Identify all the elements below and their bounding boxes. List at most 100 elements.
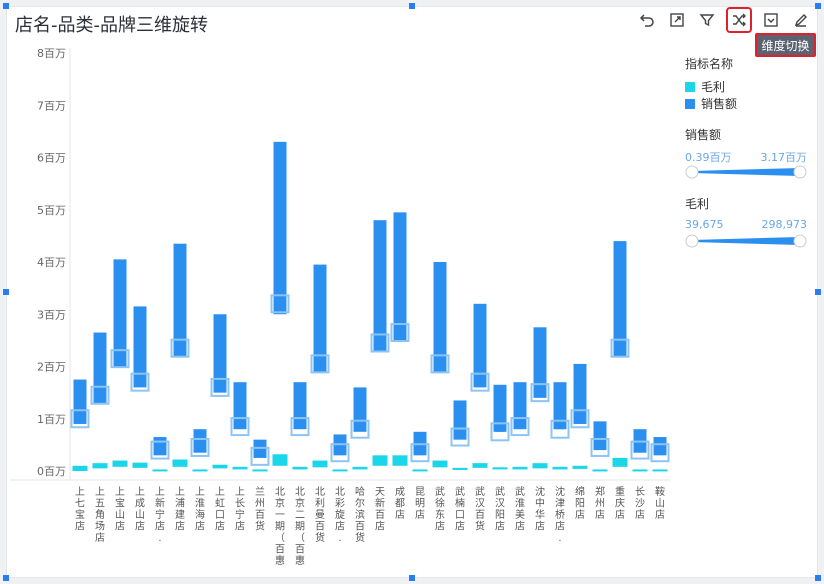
bar-profit xyxy=(632,469,648,472)
marker-fill xyxy=(615,343,625,349)
x-tick-label: 绵阳店 xyxy=(575,485,585,521)
marker xyxy=(650,443,670,463)
bar-sales xyxy=(393,212,407,341)
legend-swatch xyxy=(685,81,695,92)
resize-handle[interactable] xyxy=(3,289,9,295)
range-slider[interactable] xyxy=(685,234,807,248)
bar-profit xyxy=(272,454,288,466)
bar-profit xyxy=(212,464,228,469)
x-tick-label: 上长宁店 xyxy=(235,486,245,533)
bar-profit xyxy=(432,460,448,468)
bar-sales xyxy=(193,429,207,453)
bar-profit xyxy=(132,462,148,468)
edit-button[interactable] xyxy=(790,9,812,31)
bar-sales xyxy=(213,314,227,393)
marker-fill xyxy=(335,447,345,453)
marker-fill xyxy=(515,421,525,427)
bar-profit xyxy=(112,460,128,467)
marker-fill xyxy=(455,432,465,438)
legend-item[interactable]: 毛利 xyxy=(685,78,725,95)
marker-fill xyxy=(135,377,145,383)
shuffle-button[interactable] xyxy=(726,7,752,33)
slider-handle[interactable] xyxy=(685,234,699,248)
marker-fill xyxy=(495,426,505,432)
slider-handle[interactable] xyxy=(685,165,699,179)
marker-fill xyxy=(255,451,265,457)
slider-handle[interactable] xyxy=(793,234,807,248)
marker-fill xyxy=(415,447,425,453)
resize-handle[interactable] xyxy=(815,289,821,295)
bar-profit xyxy=(652,469,668,472)
legend-title: 指标名称 xyxy=(685,57,734,71)
resize-handle[interactable] xyxy=(409,575,415,581)
range-slider[interactable] xyxy=(685,165,807,179)
x-tick-label: 长沙店 xyxy=(635,486,645,521)
bar-profit xyxy=(532,463,548,469)
marker xyxy=(150,440,170,460)
marker xyxy=(490,422,510,442)
chart-card xyxy=(6,6,818,578)
marker xyxy=(170,338,190,358)
bar-sales xyxy=(313,264,327,372)
range-min: 39,675 xyxy=(685,218,724,231)
bar-sales xyxy=(113,259,127,367)
x-tick-label: 上虹口店 xyxy=(215,486,225,533)
legend-label: 毛利 xyxy=(701,80,726,94)
x-tick-label: 武汉阳店 xyxy=(495,485,505,533)
y-tick-label: 8百万 xyxy=(37,47,66,60)
range-max: 298,973 xyxy=(761,218,808,231)
bar-profit xyxy=(172,459,188,467)
filter-label: 销售额 xyxy=(685,128,722,142)
bar-sales xyxy=(433,262,447,372)
marker xyxy=(590,437,610,457)
bar-profit xyxy=(232,466,248,470)
bar-profit xyxy=(332,469,348,472)
legend-item[interactable]: 销售额 xyxy=(685,95,737,112)
range-values: 0.39百万 3.17百万 xyxy=(685,149,807,165)
bar-sales xyxy=(93,332,107,404)
bar-profit xyxy=(472,463,488,468)
marker xyxy=(410,443,430,463)
x-tick-label: 鞍山店 xyxy=(655,485,665,521)
y-tick-label: 3百万 xyxy=(37,308,66,321)
bar-sales xyxy=(613,241,627,357)
bar-sales xyxy=(553,382,567,430)
bar-profit xyxy=(292,466,308,470)
bar-profit xyxy=(592,469,608,472)
marker xyxy=(370,333,390,353)
marker xyxy=(130,372,150,392)
bar-profit xyxy=(72,465,88,471)
bar-profit xyxy=(612,457,628,467)
marker-fill xyxy=(115,353,125,359)
x-tick-label: 哈尔滨百货 xyxy=(355,485,365,544)
chart-title: 店名-品类-品牌三维旋转 xyxy=(15,15,208,36)
bar-profit xyxy=(252,469,268,472)
x-tick-label: 昆明店 xyxy=(415,486,425,521)
bar-sales xyxy=(173,243,187,357)
marker xyxy=(390,323,410,343)
x-tick-label: 成都店 xyxy=(395,486,405,521)
x-tick-label: 北京一期（百惠 xyxy=(275,486,285,567)
resize-handle[interactable] xyxy=(409,3,415,9)
resize-handle[interactable] xyxy=(3,575,9,581)
marker-fill xyxy=(475,377,485,383)
resize-handle[interactable] xyxy=(815,575,821,581)
marker xyxy=(110,349,130,369)
undo-button[interactable] xyxy=(636,9,658,31)
x-tick-label: 上七宝店 xyxy=(75,486,85,533)
dropdown-button[interactable] xyxy=(760,9,782,31)
bar-sales xyxy=(493,384,507,432)
x-tick-label: 武徐东店 xyxy=(435,485,445,533)
y-tick-label: 6百万 xyxy=(37,152,66,165)
resize-handle[interactable] xyxy=(3,3,9,9)
slider-handle[interactable] xyxy=(793,165,807,179)
tooltip: 维度切换 xyxy=(755,33,816,57)
bar-sales xyxy=(373,220,387,351)
filter-button[interactable] xyxy=(696,9,718,31)
expand-button[interactable] xyxy=(666,9,688,31)
marker-fill xyxy=(635,445,645,451)
marker-fill xyxy=(175,343,185,349)
bar-profit xyxy=(372,455,388,466)
resize-handle[interactable] xyxy=(815,3,821,9)
edit-icon xyxy=(794,14,807,27)
